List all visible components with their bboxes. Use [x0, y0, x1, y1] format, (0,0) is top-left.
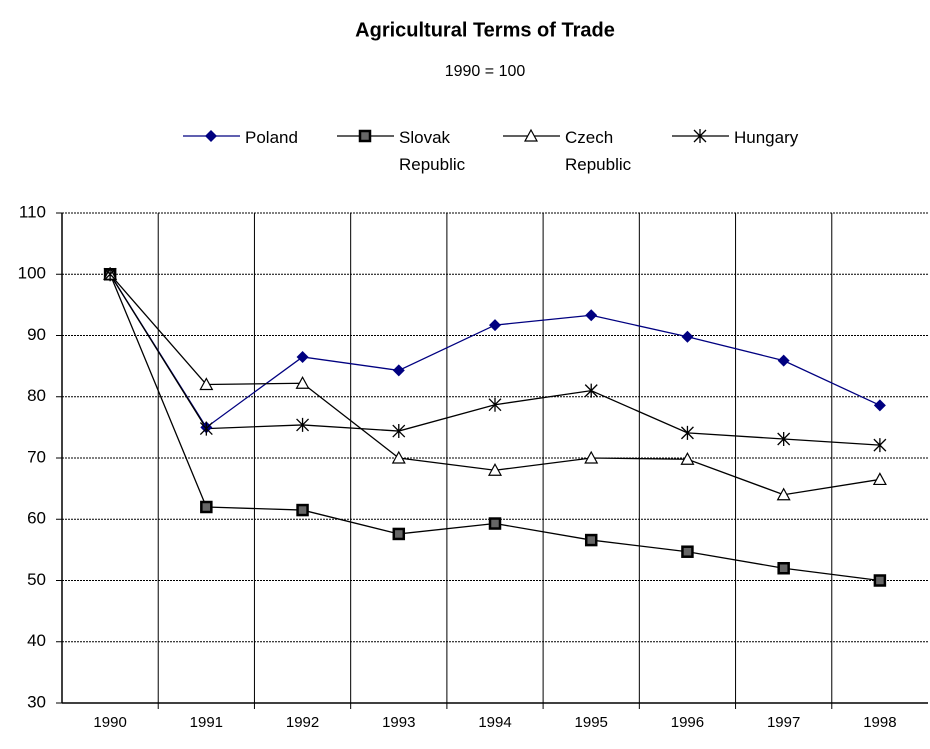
marker [487, 462, 503, 476]
y-tick-label: 70 [27, 447, 46, 466]
marker [392, 424, 406, 439]
marker [873, 399, 886, 412]
marker [103, 267, 117, 282]
legend-symbol [503, 128, 560, 142]
marker [584, 383, 598, 398]
marker [681, 330, 694, 343]
y-tick-label: 100 [18, 264, 46, 283]
series-line [109, 273, 880, 496]
legend-item: Hungary [672, 124, 824, 151]
legend-item: Czech Republic [503, 124, 655, 178]
marker [693, 129, 707, 143]
y-tick-label: 110 [19, 202, 46, 221]
legend-label: Czech Republic [565, 128, 632, 174]
marker [777, 562, 790, 575]
legend-symbol [183, 130, 240, 142]
marker [776, 487, 791, 501]
marker [585, 309, 598, 322]
legend-item: Slovak Republic [337, 124, 489, 178]
marker [489, 319, 501, 332]
marker [205, 130, 217, 142]
y-tick-label: 40 [27, 631, 46, 650]
legend-item: Poland [183, 124, 335, 151]
marker [680, 451, 695, 465]
x-tick-label: 1990 [93, 714, 126, 731]
legend-symbol [337, 129, 394, 143]
marker [295, 376, 310, 389]
marker [199, 377, 214, 391]
marker [358, 129, 372, 143]
x-tick-label: 1993 [382, 714, 415, 731]
marker [391, 450, 406, 464]
marker [777, 432, 791, 447]
marker [584, 450, 599, 464]
marker [296, 417, 310, 432]
marker [680, 425, 694, 440]
chart-subtitle: 1990 = 100 [445, 63, 526, 80]
chart-title: Agricultural Terms of Trade [355, 19, 615, 41]
marker [873, 438, 887, 453]
legend: Poland Slovak Republic Czech Republic Hunga… [0, 124, 930, 184]
marker [488, 397, 502, 412]
x-tick-label: 1994 [478, 714, 511, 731]
marker [200, 500, 213, 514]
marker [777, 354, 790, 367]
y-tick-label: 90 [27, 325, 46, 344]
y-tick-label: 50 [27, 570, 46, 589]
y-tick-label: 30 [27, 692, 46, 711]
x-tick-label: 1998 [863, 714, 896, 731]
marker [523, 128, 539, 142]
y-tick-label: 60 [27, 509, 46, 528]
marker [199, 421, 213, 436]
marker [873, 574, 887, 587]
marker [488, 517, 502, 530]
marker [392, 527, 406, 541]
legend-label: Hungary [734, 128, 799, 147]
marker [681, 545, 694, 558]
x-tick-label: 1991 [190, 714, 223, 731]
marker [296, 503, 309, 517]
x-tick-label: 1996 [671, 714, 704, 731]
x-tick-label: 1992 [286, 714, 319, 731]
marker [584, 533, 598, 547]
series-line [109, 273, 880, 446]
x-tick-label: 1995 [575, 714, 608, 731]
x-tick-label: 1997 [767, 714, 800, 731]
y-tick-label: 80 [27, 386, 46, 405]
marker [296, 350, 309, 363]
legend-symbol [672, 129, 729, 143]
marker [392, 364, 405, 377]
marker [872, 472, 887, 486]
legend-label: Poland [245, 128, 298, 147]
legend-label: Slovak Republic [399, 128, 466, 174]
